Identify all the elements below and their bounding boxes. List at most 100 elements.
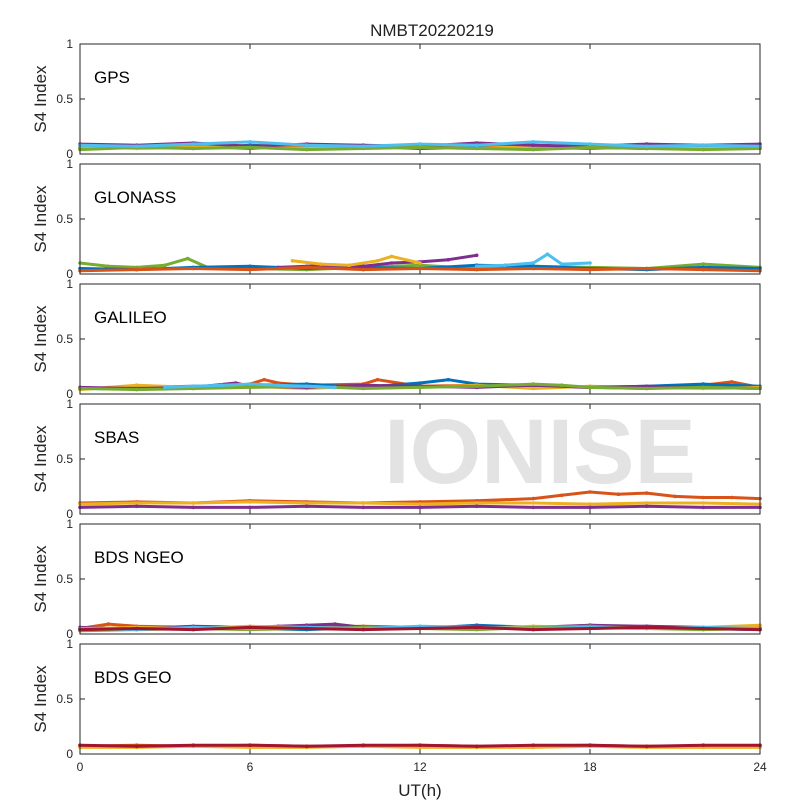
data-point xyxy=(361,386,366,391)
data-point xyxy=(248,625,252,630)
panels: 0 0.5 1 GPS S4 Index 0 0.5 1 GLONASS S4 Index 0 0.5… xyxy=(31,37,762,761)
series-line xyxy=(291,254,422,267)
y-tick-label: 0 xyxy=(66,627,73,641)
data-point xyxy=(559,493,564,498)
data-point xyxy=(588,626,592,631)
data-point xyxy=(304,501,309,505)
data-point xyxy=(361,267,366,272)
data-point xyxy=(389,254,394,259)
data-point xyxy=(729,380,734,384)
data-point xyxy=(134,501,139,505)
y-tick-label: 0.5 xyxy=(56,572,73,586)
data-point xyxy=(134,744,139,749)
panel-label: GLONASS xyxy=(94,188,176,207)
data-point xyxy=(248,140,252,144)
y-tick-label: 1 xyxy=(66,37,73,51)
data-point xyxy=(531,382,536,386)
data-point xyxy=(191,146,196,151)
series-5 xyxy=(78,145,762,152)
y-tick-label: 0 xyxy=(66,747,73,761)
data-point xyxy=(375,259,380,263)
data-point xyxy=(219,383,224,388)
data-point xyxy=(531,143,536,147)
data-point xyxy=(389,261,394,265)
data-point xyxy=(474,501,479,505)
data-point xyxy=(248,743,252,747)
data-point xyxy=(701,501,706,505)
panel-label: SBAS xyxy=(94,428,139,447)
data-point xyxy=(474,267,479,272)
data-point xyxy=(418,266,422,271)
panel-frame xyxy=(79,43,761,155)
series-3 xyxy=(78,743,762,749)
data-point xyxy=(701,143,706,147)
data-point xyxy=(474,253,479,258)
data-point xyxy=(304,143,309,147)
y-axis-label: S4 Index xyxy=(31,545,50,613)
data-point xyxy=(559,262,564,266)
panel-frame xyxy=(79,643,761,755)
panel-glonass: 0 0.5 1 GLONASS S4 Index xyxy=(31,157,762,281)
y-tick-label: 1 xyxy=(66,517,73,531)
data-point xyxy=(185,256,190,261)
data-point xyxy=(701,382,706,386)
data-point xyxy=(474,146,479,151)
data-point xyxy=(729,495,734,500)
series-6 xyxy=(78,140,762,149)
data-point xyxy=(418,502,422,506)
data-point xyxy=(531,147,536,152)
data-point xyxy=(191,743,196,747)
data-point xyxy=(191,501,196,505)
data-point xyxy=(644,504,649,509)
figure-title: NMBT20220219 xyxy=(370,21,494,40)
data-point xyxy=(531,501,536,505)
data-point xyxy=(347,263,352,268)
data-point xyxy=(304,265,309,270)
data-point xyxy=(319,262,323,266)
data-point xyxy=(503,263,507,268)
data-point xyxy=(163,385,167,390)
panel-background xyxy=(80,44,760,154)
panel-label: BDS NGEO xyxy=(94,548,184,567)
data-point xyxy=(644,386,649,391)
y-tick-label: 1 xyxy=(66,637,73,651)
data-point xyxy=(616,492,621,497)
y-tick-label: 1 xyxy=(66,277,73,291)
data-point xyxy=(134,267,139,272)
panel-label: GALILEO xyxy=(94,308,167,327)
data-point xyxy=(262,377,267,382)
data-point xyxy=(701,267,706,272)
data-point xyxy=(474,625,479,630)
data-point xyxy=(474,264,479,269)
data-point xyxy=(418,505,422,510)
data-point xyxy=(474,744,479,749)
y-tick-label: 0.5 xyxy=(56,452,73,466)
panel-background xyxy=(80,644,760,754)
data-point xyxy=(418,261,422,265)
panel-galileo: 0 0.5 1 GALILEO S4 Index xyxy=(31,277,762,401)
data-point xyxy=(446,377,451,382)
data-point xyxy=(418,385,422,390)
data-point xyxy=(248,505,252,510)
data-point xyxy=(531,505,536,510)
data-point xyxy=(304,384,309,389)
x-tick-label: 12 xyxy=(413,760,427,774)
data-point xyxy=(644,744,649,749)
x-tick-label: 6 xyxy=(247,760,254,774)
series-6 xyxy=(163,382,337,390)
data-point xyxy=(248,264,252,269)
data-point xyxy=(644,144,649,149)
y-tick-label: 0 xyxy=(66,507,73,521)
data-point xyxy=(163,263,167,268)
data-point xyxy=(531,266,536,271)
series-line xyxy=(475,252,592,268)
x-tick-label: 18 xyxy=(583,760,597,774)
x-tick-label: 24 xyxy=(753,760,767,774)
x-tick-labels: 0 6 12 18 24 xyxy=(77,760,767,774)
data-point xyxy=(333,385,337,390)
data-point xyxy=(545,252,550,256)
data-point xyxy=(248,145,252,150)
data-point xyxy=(588,502,592,506)
data-point xyxy=(588,267,592,272)
data-point xyxy=(588,385,592,390)
